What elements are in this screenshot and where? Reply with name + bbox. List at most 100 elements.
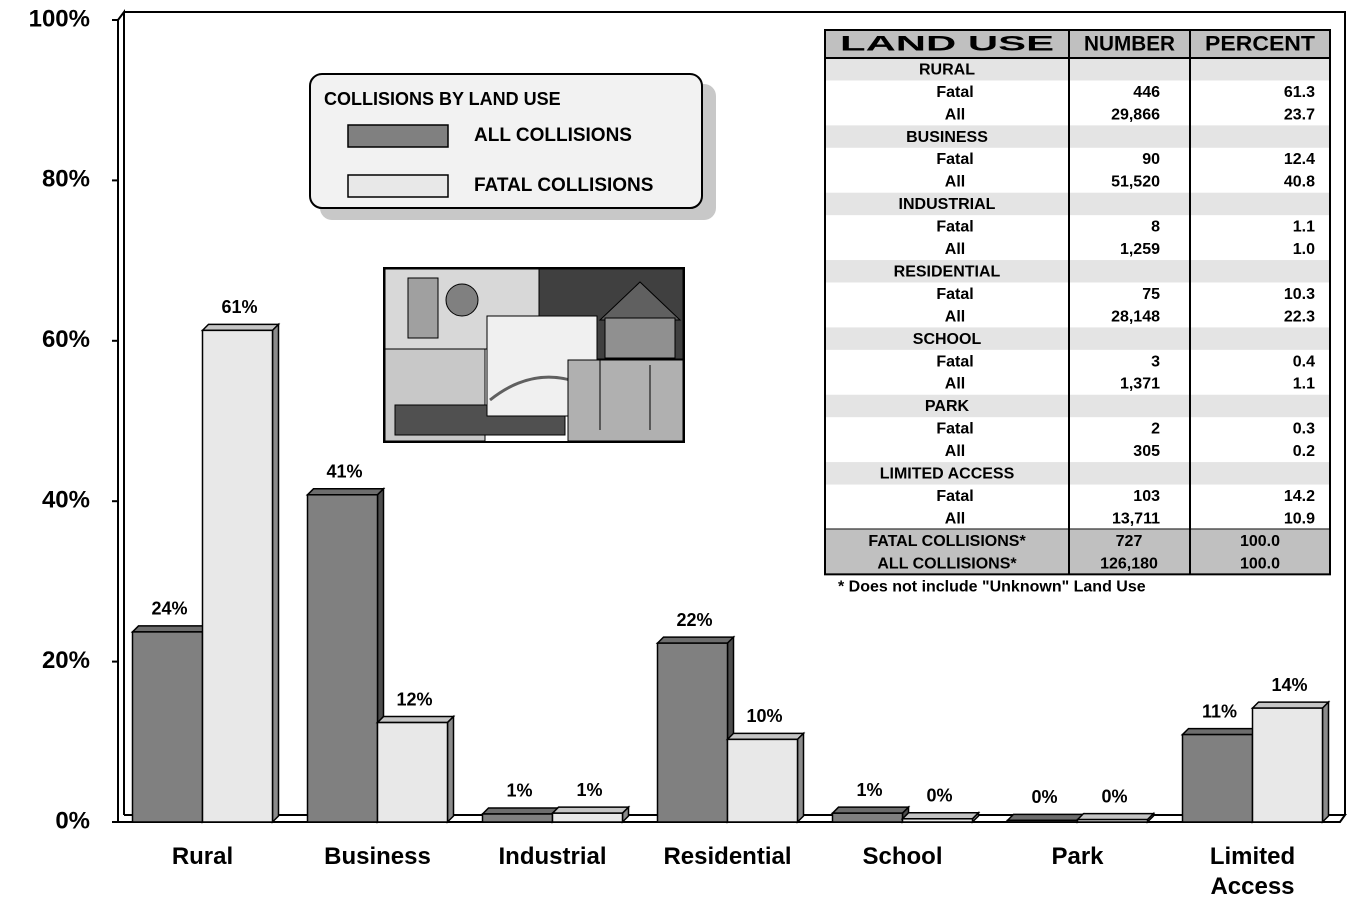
table-cell: 51,520: [1111, 174, 1160, 191]
table-cell: 1,259: [1120, 241, 1160, 258]
table-header-bg: [825, 30, 1330, 58]
value-label: 1%: [856, 780, 882, 800]
bar: [1181, 733, 1254, 823]
group-name: PARK: [925, 398, 970, 415]
table-cell: All: [945, 443, 965, 460]
table-cell: 13,711: [1112, 510, 1160, 527]
bar-top: [305, 488, 386, 496]
table-cell: Fatal: [936, 286, 973, 303]
table-cell: 90: [1142, 151, 1160, 168]
bar: [131, 631, 204, 823]
bar: [306, 494, 379, 823]
table-cell: 23.7: [1284, 106, 1315, 123]
table-cell: All: [945, 106, 965, 123]
table-cell: Fatal: [936, 488, 973, 505]
bar-top: [725, 732, 806, 741]
table-cell: Fatal: [936, 353, 973, 370]
group-name: INDUSTRIAL: [899, 196, 996, 213]
value-label: 0%: [1031, 787, 1057, 807]
bar-top: [1075, 812, 1156, 821]
table-cell: Fatal: [936, 219, 973, 236]
group-row-bg: [825, 260, 1330, 283]
group-row-bg: [825, 327, 1330, 350]
y-tick-label: 0%: [55, 807, 90, 834]
table-border: [824, 29, 1331, 576]
table-cell: 75: [1142, 286, 1160, 303]
bar: [1076, 818, 1149, 823]
legend-label: ALL COLLISIONS: [474, 125, 632, 146]
table-cell: Fatal: [936, 151, 973, 168]
bar: [726, 738, 799, 823]
bar: [831, 812, 904, 823]
y-tick-label: 20%: [42, 647, 90, 674]
table-cell: 1.1: [1293, 376, 1315, 393]
bar-top: [1250, 701, 1331, 709]
bar: [656, 642, 729, 823]
table-cell: 0.4: [1293, 353, 1315, 370]
table-cell: All: [945, 376, 965, 393]
group-row-bg: [825, 125, 1330, 148]
value-label: 10%: [746, 706, 782, 726]
total-cell: FATAL COLLISIONS*: [868, 533, 1026, 550]
bar: [901, 818, 974, 823]
table-cell: 3: [1151, 353, 1160, 370]
bar: [1251, 707, 1324, 823]
bar: [551, 812, 624, 823]
legend-swatch: [347, 174, 449, 198]
bar-top: [480, 807, 561, 815]
table-footnote: * Does not include "Unknown" Land Use: [838, 579, 1146, 596]
table-cell: 14.2: [1284, 488, 1315, 505]
x-tick-label: Park: [1051, 843, 1104, 870]
group-row-bg: [825, 394, 1330, 418]
total-cell: 727: [1116, 533, 1143, 550]
group-name: RESIDENTIAL: [894, 263, 1001, 280]
table-cell: 446: [1133, 84, 1160, 101]
value-label: 1%: [506, 781, 532, 801]
bar: [201, 329, 274, 823]
group-row-bg: [825, 462, 1330, 485]
bar-side: [1321, 700, 1330, 824]
value-label: 0%: [926, 786, 952, 806]
value-label: 1%: [576, 780, 602, 800]
x-tick-label: Business: [324, 843, 431, 870]
table-cell: 0.2: [1293, 443, 1315, 460]
table-header: PERCENT: [1205, 33, 1315, 56]
x-tick-label: Residential: [663, 843, 792, 870]
bar-top: [550, 806, 631, 814]
bar-top: [130, 625, 211, 633]
group-name: RURAL: [919, 61, 975, 78]
y-tick-label: 80%: [42, 166, 90, 193]
group-name: LIMITED ACCESS: [880, 466, 1015, 483]
table-cell: All: [945, 241, 965, 258]
table-cell: 1.1: [1293, 219, 1315, 236]
group-row-bg: [825, 192, 1330, 216]
table-header: LAND USE: [840, 33, 1054, 56]
group-name: BUSINESS: [906, 129, 988, 146]
x-tick-label: Industrial: [498, 843, 607, 870]
value-label: 41%: [326, 462, 362, 482]
table-cell: 0.3: [1293, 421, 1315, 438]
bar-top: [655, 636, 736, 644]
table-cell: 305: [1133, 443, 1160, 460]
total-cell: ALL COLLISIONS*: [877, 555, 1017, 572]
bar-top: [200, 323, 281, 332]
value-label: 61%: [221, 297, 257, 317]
value-label: 22%: [676, 610, 712, 630]
total-cell: 100.0: [1240, 533, 1280, 550]
group-row-bg: [825, 58, 1330, 81]
bar: [1006, 819, 1079, 823]
table-cell: 1,371: [1120, 376, 1160, 393]
y-tick-label: 40%: [42, 487, 90, 514]
bar-top: [375, 715, 456, 724]
y-tick-label: 60%: [42, 326, 90, 353]
legend-label: FATAL COLLISIONS: [474, 175, 653, 196]
bar: [376, 721, 449, 823]
table-cell: All: [945, 174, 965, 191]
table-cell: 22.3: [1284, 308, 1315, 325]
table-cell: 8: [1151, 219, 1160, 236]
bar-side: [271, 322, 280, 824]
table-cell: 2: [1151, 421, 1160, 438]
value-label: 11%: [1202, 701, 1237, 721]
